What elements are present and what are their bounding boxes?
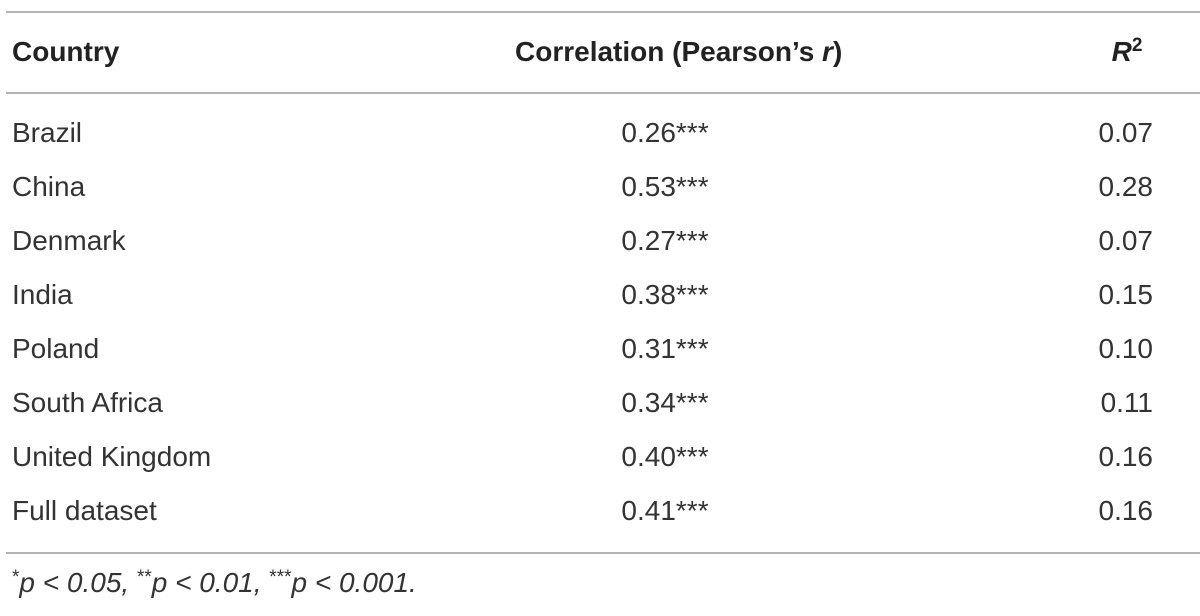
bottom-rule [6,552,1200,554]
footnote-text: < 0.05, [34,567,137,598]
country-cell: Poland [12,333,100,364]
footnote-text: * [12,567,20,588]
country-cell: Full dataset [12,495,157,526]
header-text: Country [12,36,120,67]
footnote-text: < 0.01, [167,567,270,598]
correlation-cell: 0.40*** [621,441,709,472]
header-cell: Country [12,32,412,72]
r-squared-cell: 0.07 [1098,225,1154,256]
r-squared-cell: 0.11 [1100,387,1153,418]
correlation-cell: 0.26*** [621,117,709,148]
country-cell: United Kingdom [12,441,212,472]
footnote-text: < 0.001. [307,567,417,598]
country-cell: Denmark [12,225,126,256]
footnote-text: *** [269,567,292,588]
country-cell: China [12,171,86,202]
top-rule [6,11,1200,13]
correlation-cell: 0.27*** [621,225,709,256]
footnote: *p < 0.05, **p < 0.01, ***p < 0.001. [12,563,417,603]
country-cell: India [12,279,73,310]
country-cell: South Africa [12,387,163,418]
r-squared-cell: 0.28 [1098,171,1154,202]
r-squared-cell: 0.16 [1098,441,1154,472]
r-squared-cell: 0.10 [1098,333,1154,364]
correlation-cell: 0.31*** [621,333,709,364]
header-cell: Correlation (Pearson’s r) [515,32,842,72]
correlation-cell: 0.53*** [621,171,709,202]
header-text: R [1111,36,1132,67]
header-text: ) [832,36,843,67]
header-text: r [822,36,833,67]
header-text: 2 [1131,35,1143,56]
correlation-cell: 0.41*** [621,495,709,526]
correlation-cell: 0.34*** [621,387,709,418]
footnote-text: p [151,567,168,598]
correlation-cell: 0.38*** [621,279,709,310]
r-squared-cell: 0.15 [1098,279,1154,310]
r-squared-cell: 0.16 [1098,495,1154,526]
header-rule [6,92,1200,94]
r-squared-cell: 0.07 [1098,117,1154,148]
country-cell: Brazil [12,117,83,148]
footnote-text: ** [136,567,152,588]
header-cell: R2 [1077,32,1177,72]
header-text: Correlation (Pearson’s [515,36,823,67]
footnote-text: p [291,567,308,598]
footnote-text: p [19,567,35,598]
